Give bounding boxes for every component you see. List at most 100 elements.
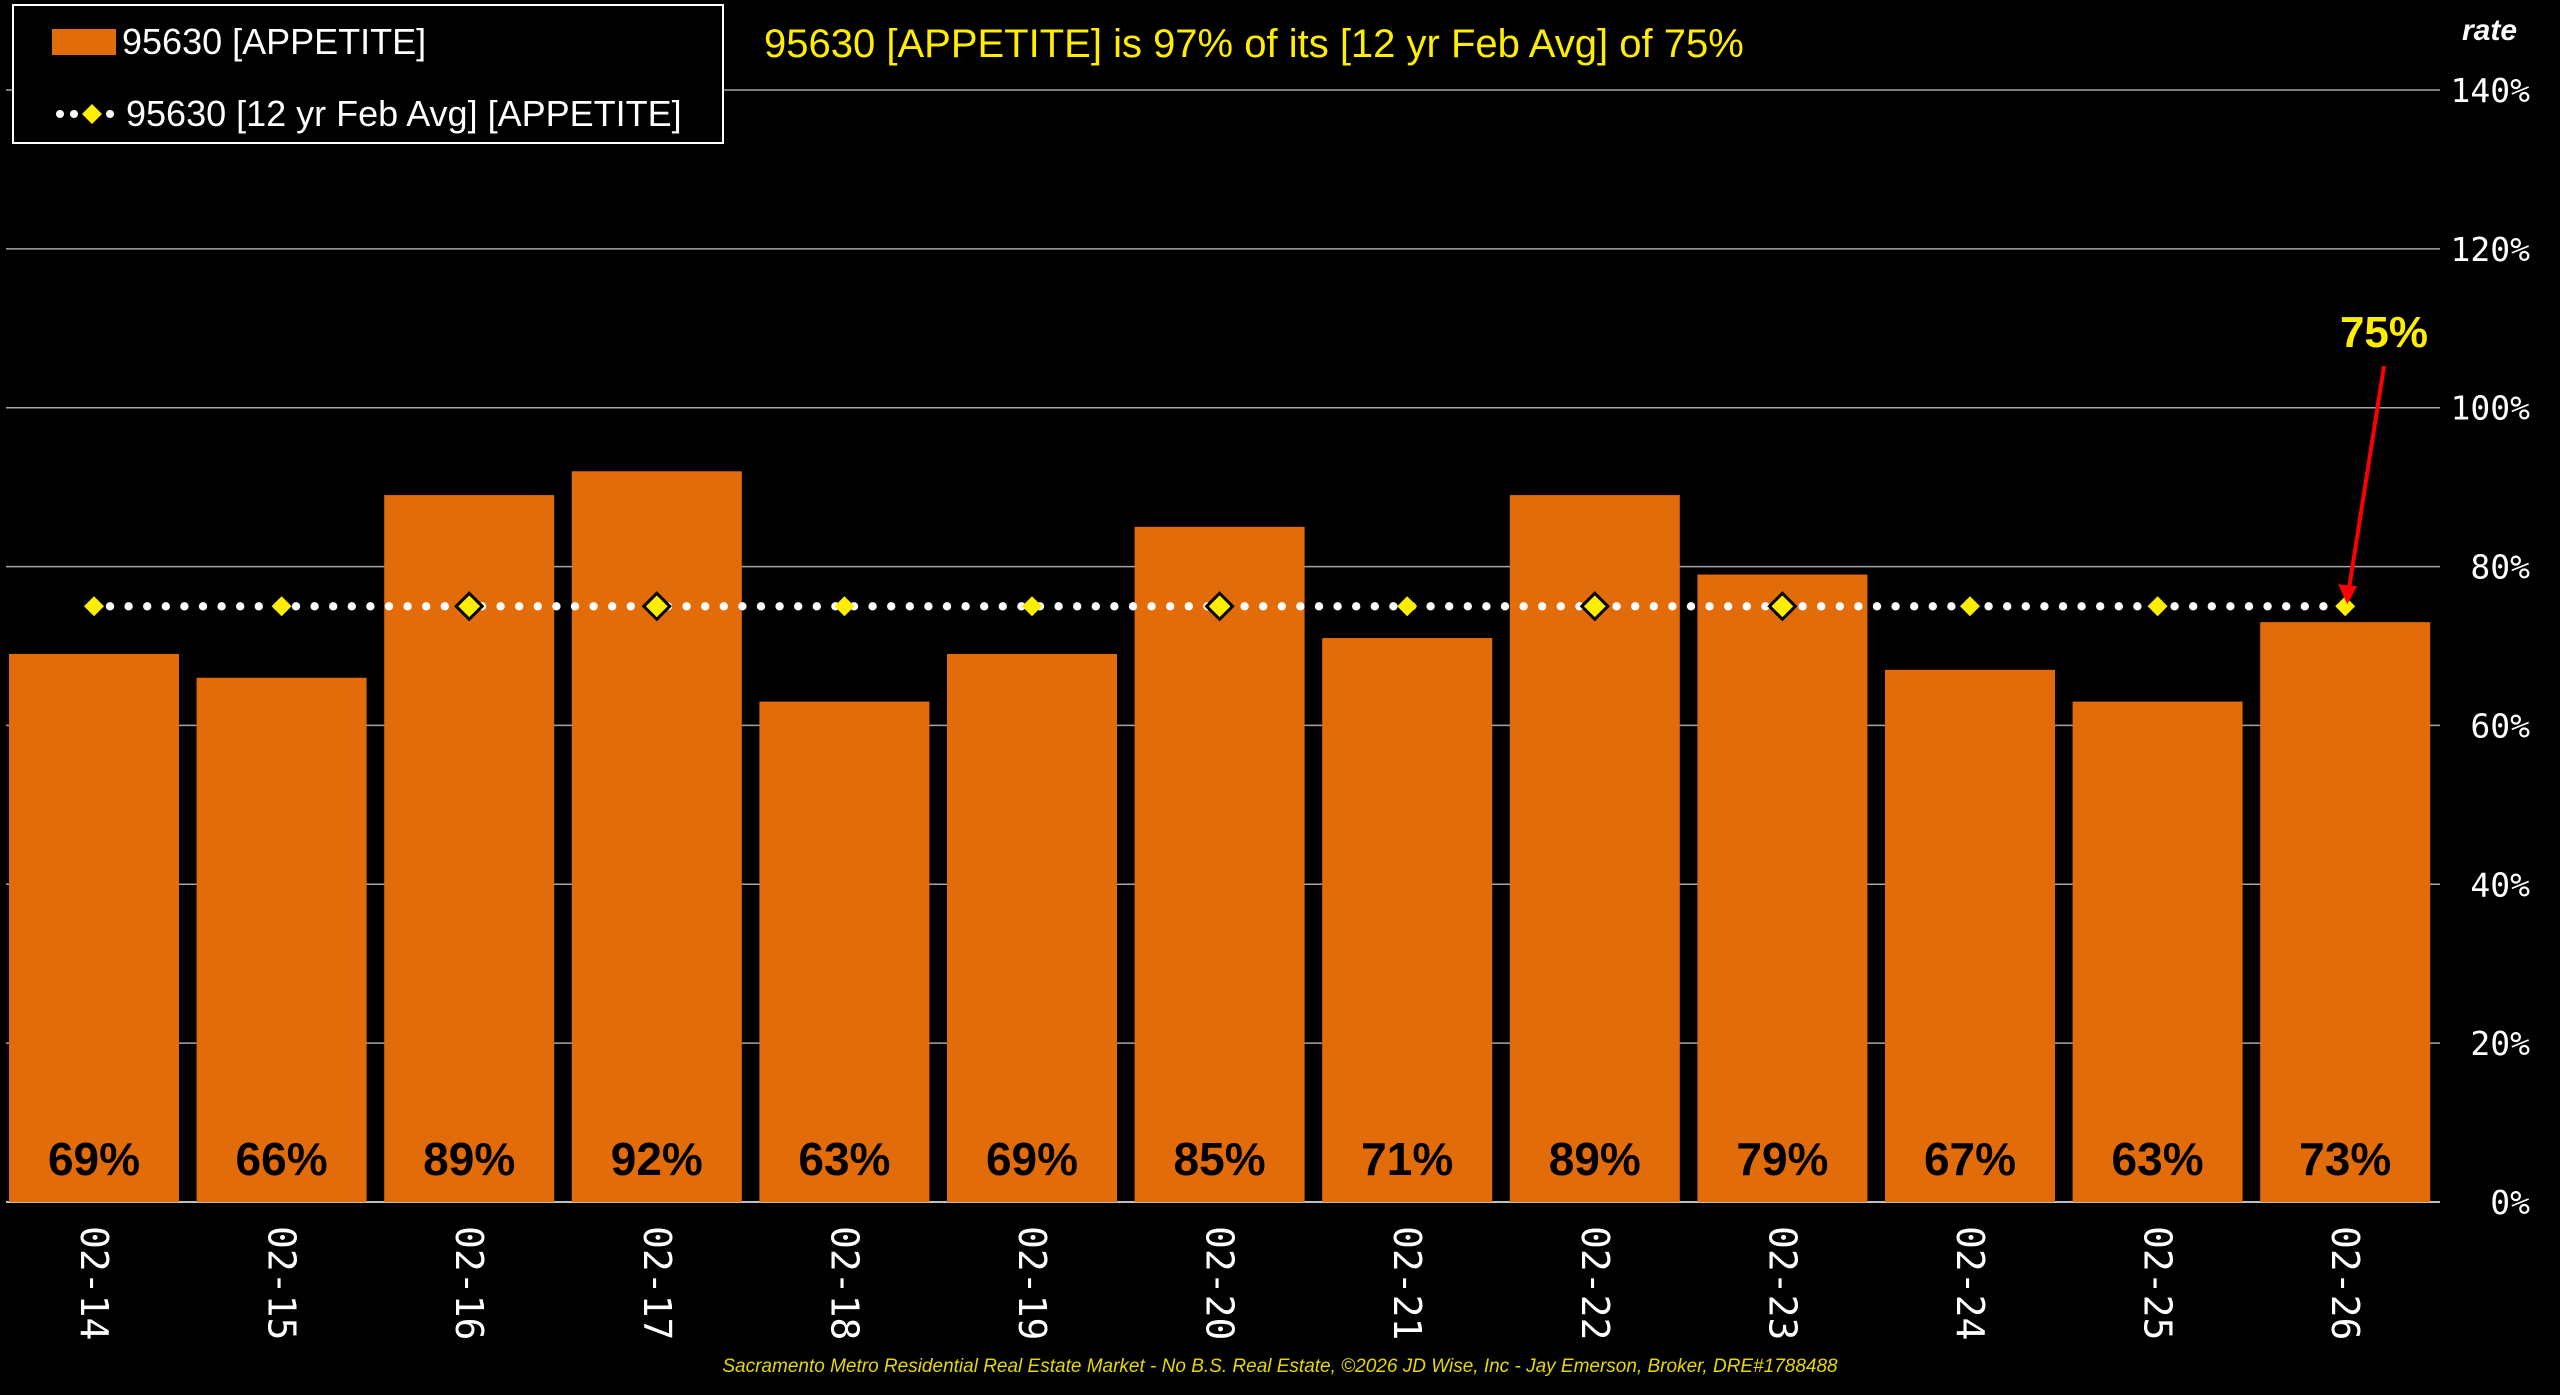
x-tick-label: 02-26 <box>2323 1226 2367 1340</box>
bar <box>759 701 930 1202</box>
average-line-dot <box>161 602 170 611</box>
average-line-dot <box>998 602 1007 611</box>
average-line-dot <box>198 602 208 611</box>
average-line-dot <box>1761 602 1770 611</box>
average-line-dot <box>124 602 133 611</box>
bar-data-label: 89% <box>423 1133 515 1185</box>
average-line-dot <box>1612 602 1621 611</box>
legend: 95630 [APPETITE] 95630 [12 yr Feb Avg] [… <box>12 4 724 144</box>
average-line-marker <box>1204 591 1235 622</box>
average-line-marker <box>834 596 855 617</box>
average-line-dot <box>868 602 877 611</box>
average-line-dot <box>1928 602 1938 611</box>
average-line-dot <box>1389 602 1398 611</box>
average-line-dot <box>2207 602 2216 611</box>
average-line-dot <box>2040 602 2049 611</box>
average-line-dot <box>1631 602 1640 611</box>
y-tick-label: 0% <box>2490 1183 2530 1222</box>
average-line-marker <box>1579 591 1610 622</box>
average-line-dot <box>2058 602 2068 611</box>
average-line-marker <box>1397 596 1418 617</box>
callout-arrow <box>2345 365 2386 601</box>
bar-data-labels: 69% 66% 89% 92% 63% 69% 85% 71% 89% 79% 67% 63% 73% <box>48 1133 2391 1185</box>
average-line-dot <box>143 602 152 611</box>
average-line-dot <box>515 602 524 611</box>
average-line-dot <box>1724 602 1733 611</box>
average-line-dot <box>1314 602 1324 611</box>
average-line-dot <box>1742 602 1752 611</box>
bar <box>9 653 179 1202</box>
average-line-dot <box>1984 602 1993 611</box>
average-line-dot <box>2263 602 2272 611</box>
average-line-marker <box>271 596 292 617</box>
bar-data-label: 92% <box>611 1133 703 1185</box>
average-line-dot <box>682 602 691 611</box>
average-line-dot <box>236 602 245 611</box>
bar-data-label: 63% <box>798 1133 890 1185</box>
average-line-dot <box>217 602 226 611</box>
average-line-dot <box>496 602 505 611</box>
average-line-dot <box>924 602 933 611</box>
average-line-dot <box>719 602 728 611</box>
average-line-dot <box>403 602 412 611</box>
average-line-dot <box>756 602 766 611</box>
average-line-dot <box>552 602 561 611</box>
average-line-marker <box>1022 596 1042 617</box>
average-line-dot <box>1277 602 1287 611</box>
bar-data-label: 71% <box>1361 1133 1453 1185</box>
average-line-dot <box>254 602 263 611</box>
average-line-dot <box>384 602 394 611</box>
x-tick-label: 02-18 <box>822 1226 866 1340</box>
average-line-dot <box>1166 602 1175 611</box>
average-line-marker <box>641 591 672 622</box>
average-line-dot <box>1296 602 1305 611</box>
x-tick-label: 02-19 <box>1010 1226 1054 1340</box>
legend-bar-label: 95630 [APPETITE] <box>122 21 427 62</box>
average-line-dot <box>1091 602 1101 611</box>
y-tick-label: 20% <box>2470 1024 2530 1063</box>
bar-data-label: 85% <box>1174 1133 1266 1185</box>
average-line-dot <box>2170 602 2179 611</box>
bar-data-label: 63% <box>2112 1133 2204 1185</box>
average-line-dot <box>570 602 580 611</box>
average-line-dot <box>1370 602 1380 611</box>
x-tick-label: 02-14 <box>72 1226 116 1340</box>
average-line-dot <box>1668 602 1677 611</box>
average-line-dot <box>1184 602 1194 611</box>
average-line-dot <box>2003 602 2012 611</box>
average-line-marker <box>454 591 485 622</box>
bar-data-label: 89% <box>1549 1133 1641 1185</box>
average-line-dot <box>1073 602 1082 611</box>
bar <box>571 471 742 1202</box>
bar-data-label: 73% <box>2299 1133 2391 1185</box>
average-line-dot <box>533 602 542 611</box>
y-axis-unit-label: rate <box>2462 14 2518 47</box>
bar <box>2260 622 2431 1202</box>
average-line-dot <box>1352 602 1361 611</box>
y-tick-label: 140% <box>2451 71 2531 110</box>
average-line-dot <box>310 602 319 611</box>
average-line-dot <box>2282 602 2291 611</box>
average-line-dot <box>1240 602 1249 611</box>
average-line-dot <box>2133 602 2142 611</box>
average-line-dot <box>1705 602 1714 611</box>
average-line-dot <box>2319 602 2328 611</box>
bar <box>1697 574 1868 1202</box>
average-line-dot <box>1872 602 1882 611</box>
average-line-dot <box>1110 602 1119 611</box>
x-tick-label: 02-17 <box>635 1226 679 1340</box>
bar-data-label: 69% <box>48 1133 140 1185</box>
callout-arrowhead <box>2338 584 2358 605</box>
x-tick-label: 02-21 <box>1385 1226 1429 1340</box>
average-line-marker <box>84 596 104 617</box>
bar <box>2072 701 2243 1202</box>
average-line-dot <box>366 602 375 611</box>
bar-data-label: 67% <box>1924 1133 2016 1185</box>
average-line-dot <box>1054 602 1063 611</box>
average-line-marker <box>2335 596 2356 617</box>
average-line-dot <box>942 602 952 611</box>
average-line-dot <box>347 602 356 611</box>
average-line-dot <box>2114 602 2123 611</box>
average-line-dot <box>2189 602 2198 611</box>
average-line-dot <box>1910 602 1919 611</box>
